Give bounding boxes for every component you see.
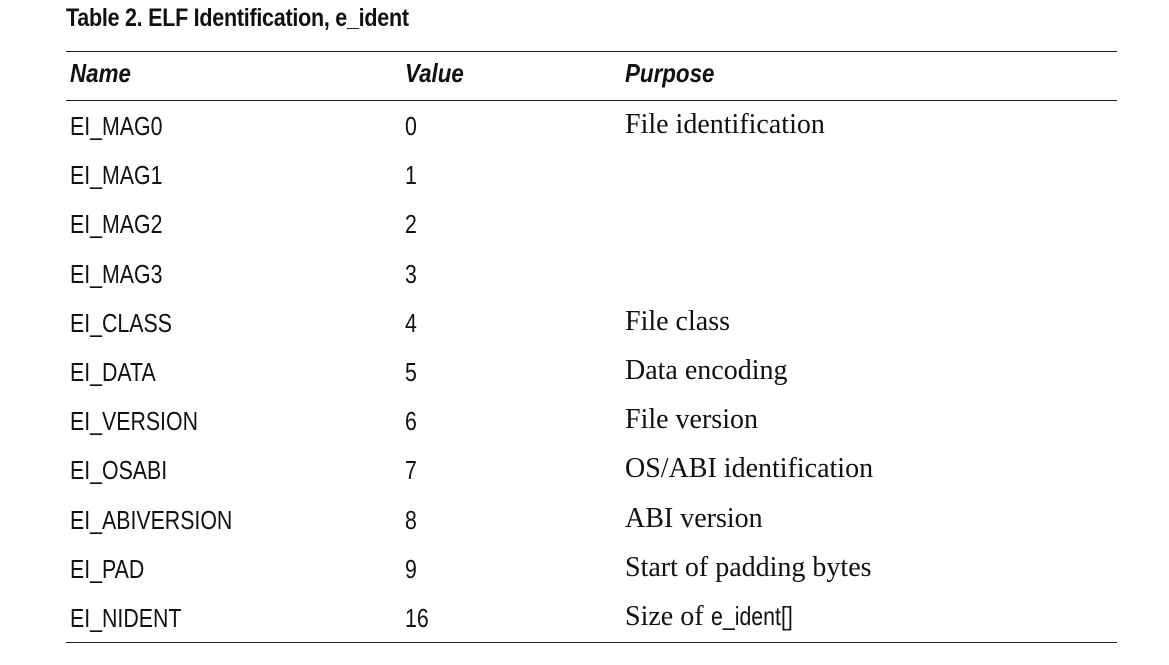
top-rule: [66, 51, 1117, 52]
row-purpose: File identification: [625, 111, 825, 139]
row-name: EI_NIDENT: [70, 603, 182, 633]
header-purpose: Purpose: [625, 58, 715, 88]
row-name: EI_VERSION: [70, 406, 198, 437]
row-name: EI_MAG2: [70, 209, 163, 240]
table-caption: Table 2. ELF Identification, e_ident: [66, 4, 409, 32]
row-value: 8: [405, 504, 417, 535]
row-name: EI_DATA: [70, 357, 156, 387]
row-purpose-text: File identification: [625, 109, 825, 140]
row-purpose: Data encoding: [625, 357, 788, 385]
row-value: 2: [405, 209, 417, 240]
row-purpose-text: Size of: [625, 601, 711, 632]
row-name: EI_MAG3: [70, 258, 163, 289]
row-value: 5: [405, 357, 417, 387]
row-value: 9: [405, 553, 417, 584]
row-purpose: OS/ABI identification: [625, 455, 873, 483]
row-name: EI_OSABI: [70, 455, 168, 486]
header-rule: [66, 100, 1117, 101]
row-value: 1: [405, 160, 417, 191]
row-value: 4: [405, 307, 417, 338]
row-value: 16: [405, 603, 429, 633]
row-value: 7: [405, 455, 417, 486]
row-purpose: File version: [625, 406, 758, 434]
row-purpose-code: e_ident[]: [710, 601, 793, 631]
row-value: 0: [405, 111, 417, 141]
row-purpose-text: File version: [625, 404, 758, 436]
row-purpose: Size of e_ident[]: [625, 603, 810, 631]
row-name: EI_CLASS: [70, 307, 172, 338]
row-name: EI_MAG1: [70, 160, 163, 191]
row-value: 6: [405, 406, 417, 437]
row-purpose-text: Start of padding bytes: [625, 551, 872, 583]
row-purpose-text: OS/ABI identification: [625, 453, 874, 485]
row-name: EI_PAD: [70, 553, 145, 584]
row-purpose-text: Data encoding: [625, 355, 788, 386]
bottom-rule: [66, 642, 1117, 643]
row-purpose-text: File class: [625, 305, 730, 337]
row-value: 3: [405, 258, 417, 289]
row-purpose: File class: [625, 305, 730, 337]
row-name: EI_ABIVERSION: [70, 504, 233, 535]
header-name: Name: [70, 58, 131, 88]
header-value: Value: [405, 58, 464, 88]
row-purpose-text: ABI version: [625, 502, 763, 534]
row-purpose: ABI version: [625, 502, 763, 534]
row-name: EI_MAG0: [70, 111, 163, 141]
row-purpose: Start of padding bytes: [625, 551, 872, 583]
